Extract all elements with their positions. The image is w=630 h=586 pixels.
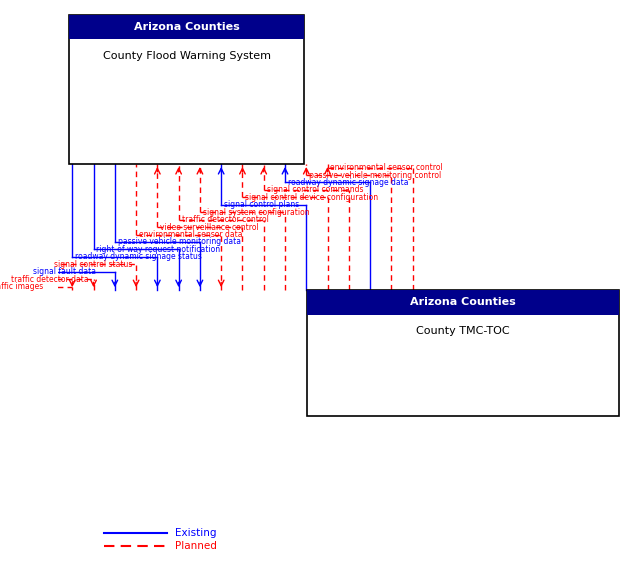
Text: right-of-way request notification: right-of-way request notification xyxy=(96,245,220,254)
Text: roadway dynamic signage data: roadway dynamic signage data xyxy=(288,178,408,187)
Text: traffic detector control: traffic detector control xyxy=(181,215,268,224)
Text: passive vehicle monitoring data: passive vehicle monitoring data xyxy=(118,237,241,247)
Text: signal fault data: signal fault data xyxy=(33,267,96,276)
Text: traffic images: traffic images xyxy=(0,282,43,291)
Text: Planned: Planned xyxy=(175,541,217,551)
Text: signal control status: signal control status xyxy=(54,260,132,269)
Bar xyxy=(307,290,619,315)
Text: County TMC-TOC: County TMC-TOC xyxy=(416,326,510,336)
Text: County Flood Warning System: County Flood Warning System xyxy=(103,51,271,61)
Bar xyxy=(69,15,304,39)
Text: Arizona Counties: Arizona Counties xyxy=(410,297,515,308)
Text: passive vehicle monitoring control: passive vehicle monitoring control xyxy=(309,171,442,179)
Text: signal control commands: signal control commands xyxy=(266,185,363,195)
Text: video surveillance control: video surveillance control xyxy=(160,223,259,231)
Text: Existing: Existing xyxy=(175,528,217,539)
Bar xyxy=(69,15,304,164)
Text: roadway dynamic signage status: roadway dynamic signage status xyxy=(75,253,202,261)
Bar xyxy=(307,290,619,416)
Text: environmental sensor data: environmental sensor data xyxy=(139,230,243,239)
Text: signal control plans: signal control plans xyxy=(224,200,299,209)
Text: environmental sensor control: environmental sensor control xyxy=(330,163,443,172)
Text: traffic detector data: traffic detector data xyxy=(11,275,89,284)
Text: signal control device configuration: signal control device configuration xyxy=(245,193,379,202)
Text: signal system configuration: signal system configuration xyxy=(203,207,309,217)
Text: Arizona Counties: Arizona Counties xyxy=(134,22,239,32)
